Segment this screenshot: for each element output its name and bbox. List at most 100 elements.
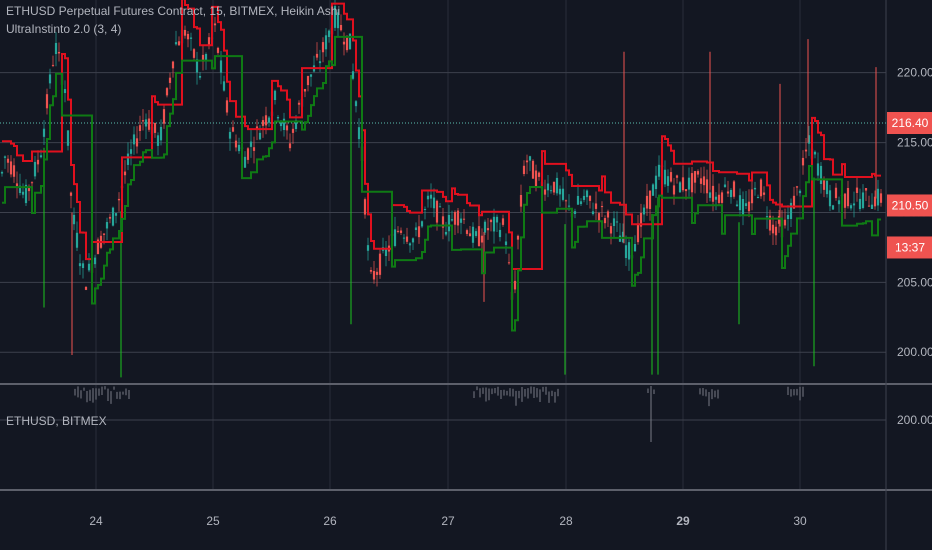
x-tick-label: 30 bbox=[793, 514, 807, 528]
red-indicator-line bbox=[2, 0, 881, 270]
candle-body bbox=[498, 229, 502, 238]
candle-body bbox=[603, 218, 607, 224]
candle-body bbox=[606, 211, 610, 218]
candle-body bbox=[369, 270, 373, 272]
candle-body bbox=[453, 211, 457, 225]
candle-body bbox=[279, 121, 283, 127]
candle-body bbox=[873, 196, 877, 207]
candle-body bbox=[471, 226, 475, 243]
x-tick-label: 26 bbox=[323, 514, 337, 528]
candle-body bbox=[732, 181, 736, 197]
candle-body bbox=[294, 120, 298, 129]
candle-body bbox=[9, 161, 13, 175]
candle-body bbox=[486, 228, 490, 231]
candle-body bbox=[72, 214, 76, 225]
candle-body bbox=[468, 233, 472, 237]
candle-body bbox=[231, 127, 235, 132]
candle-body bbox=[336, 12, 340, 29]
candle-body bbox=[111, 207, 115, 226]
candle-body bbox=[357, 127, 361, 140]
candle-body bbox=[306, 76, 310, 86]
candle-body bbox=[96, 239, 100, 255]
candle-body bbox=[627, 242, 631, 260]
candle-body bbox=[768, 215, 772, 231]
candle-body bbox=[147, 118, 151, 130]
candle-body bbox=[162, 109, 166, 124]
candle-body bbox=[0, 171, 4, 174]
candle-body bbox=[21, 191, 25, 195]
candle-body bbox=[495, 216, 499, 223]
candle-body bbox=[408, 243, 412, 246]
candle-body bbox=[759, 179, 763, 197]
candle-body bbox=[807, 135, 811, 144]
candle-body bbox=[729, 189, 733, 198]
indicator-lines bbox=[2, 0, 881, 332]
badge-current-high: 216.40 bbox=[892, 116, 929, 130]
candle-body bbox=[483, 221, 487, 233]
candle-body bbox=[84, 286, 88, 290]
candle-body bbox=[534, 170, 538, 188]
candle-body bbox=[528, 156, 532, 161]
candle-body bbox=[834, 187, 838, 199]
candle-body bbox=[12, 165, 16, 177]
candle-body bbox=[795, 186, 799, 188]
candle-body bbox=[432, 197, 436, 209]
candle-body bbox=[594, 203, 598, 209]
candle-body bbox=[477, 226, 481, 247]
candle-body bbox=[393, 229, 397, 246]
candle-body bbox=[132, 134, 136, 145]
candle-body bbox=[582, 195, 586, 200]
candle-body bbox=[144, 119, 148, 127]
candle-body bbox=[735, 204, 739, 207]
candle-body bbox=[321, 42, 325, 53]
green-indicator-line bbox=[2, 35, 881, 332]
candle-body bbox=[273, 90, 277, 101]
candle-body bbox=[615, 221, 619, 223]
candle-body bbox=[612, 218, 616, 227]
candle-body bbox=[102, 233, 106, 235]
candle-body bbox=[516, 235, 520, 240]
candle-body bbox=[462, 218, 466, 220]
candle-body bbox=[315, 53, 319, 58]
candle-body bbox=[444, 231, 448, 235]
candle-body bbox=[126, 153, 130, 165]
candle-body bbox=[18, 185, 22, 193]
y-tick-label: 205.00 bbox=[897, 275, 932, 289]
candle-body bbox=[153, 122, 157, 133]
candle-body bbox=[213, 23, 217, 26]
candle-body bbox=[171, 61, 175, 69]
candle-body bbox=[801, 157, 805, 166]
candle-body bbox=[705, 179, 709, 194]
candle-body bbox=[375, 271, 379, 275]
candle-body bbox=[504, 241, 508, 245]
candle-body bbox=[129, 149, 133, 154]
candle-body bbox=[813, 151, 817, 155]
candle-body bbox=[435, 200, 439, 223]
candle-body bbox=[513, 280, 517, 290]
candle-body bbox=[657, 164, 661, 177]
candle-body bbox=[186, 33, 190, 40]
candle-body bbox=[261, 120, 265, 126]
candle-body bbox=[651, 184, 655, 196]
candle-body bbox=[669, 172, 673, 182]
candle-body bbox=[228, 131, 232, 139]
candle-body bbox=[783, 219, 787, 226]
candle-body bbox=[849, 205, 853, 209]
candle-body bbox=[366, 245, 370, 251]
candle-body bbox=[726, 191, 730, 194]
candle-body bbox=[420, 221, 424, 227]
candle-body bbox=[687, 177, 691, 190]
candle-body bbox=[345, 35, 349, 51]
y-tick-label: 215.00 bbox=[897, 136, 932, 150]
candle-body bbox=[717, 194, 721, 203]
candle-body bbox=[15, 183, 19, 187]
badge-countdown: 13:37 bbox=[895, 240, 925, 254]
candle-body bbox=[447, 214, 451, 232]
candle-body bbox=[396, 230, 400, 232]
candle-body bbox=[492, 216, 496, 232]
candle-body bbox=[666, 176, 670, 186]
candle-body bbox=[642, 207, 646, 215]
